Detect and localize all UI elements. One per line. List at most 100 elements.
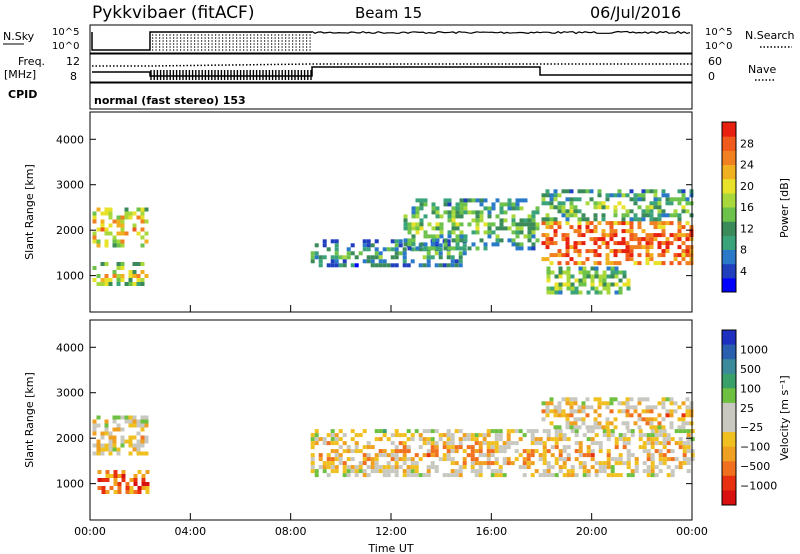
velocity-cell [442,457,447,462]
velocity-cell [690,437,695,442]
velocity-cell [104,423,109,428]
velocity-cell [470,469,475,474]
velocity-cell [322,465,327,470]
velocity-cell [450,457,455,462]
velocity-cell [310,457,315,462]
velocity-cell [618,457,623,462]
power-cell [641,213,646,218]
power-cell [566,278,571,283]
velocity-cell [314,429,319,434]
power-cell [415,206,420,211]
power-cell [626,282,631,287]
velocity-cell [386,473,391,478]
power-cell [593,261,598,266]
velocity-cell [478,445,483,450]
power-cell [633,237,638,242]
velocity-cell [370,465,375,470]
power-cell [108,207,113,212]
velocity-cell [426,469,431,474]
power-cell [629,189,634,194]
power-cell [511,242,516,247]
velocity-cell [582,461,587,466]
power-cell [120,223,125,228]
power-cell [629,197,634,202]
velocity-cell [426,473,431,478]
velocity-cell [498,445,503,450]
power-cell [637,261,642,266]
velocity-cell [128,443,133,448]
power-cell [558,266,563,271]
power-cell [370,243,375,248]
power-cell [136,282,141,286]
velocity-cell [562,445,567,450]
power-cell [124,215,129,220]
velocity-cell [140,427,145,432]
velocity-cell [96,423,101,428]
power-cell [350,243,355,248]
power-cell [621,249,626,254]
velocity-cell [662,453,667,458]
velocity-cell [658,453,663,458]
power-cell [451,206,456,211]
power-cell [602,286,607,291]
power-cell [665,197,670,202]
power-cell [527,214,532,219]
power-cell [322,255,327,260]
velocity-cell [558,437,563,442]
power-cell [434,243,439,248]
velocity-cell [678,437,683,442]
velocity-cell [646,469,651,474]
velocity-cell [478,473,483,478]
power-cell [366,259,371,264]
nsearch-tick-bottom: 10^0 [705,41,732,52]
power-cell [622,282,627,287]
cpid-text: normal (fast stereo) 153 [94,94,246,107]
power-cell [415,246,420,251]
velocity-cell [354,441,359,446]
power-cell [403,238,408,243]
power-cell [96,239,101,244]
velocity-cell [326,465,331,470]
power-cell [673,209,678,214]
power-cell [455,222,460,227]
power-cell [431,210,436,215]
power-cell [491,230,496,235]
velocity-cell [112,427,117,432]
power-cell [601,201,606,206]
velocity-cell [633,405,638,410]
velocity-cell [406,445,411,450]
velocity-cell [133,490,138,494]
power-cell [633,213,638,218]
velocity-cell [542,441,547,446]
velocity-cell [682,457,687,462]
power-cell [565,221,570,226]
velocity-cell [402,441,407,446]
power-cell [621,205,626,210]
velocity-cell [649,417,654,422]
power-cell [435,214,440,219]
power-cell [677,213,682,218]
power-cell [585,249,590,254]
velocity-cell [132,423,137,428]
velocity-cell [530,433,535,438]
velocity-cell [434,469,439,474]
power-cell [657,225,662,230]
velocity-cell [590,441,595,446]
power-cell [550,270,555,275]
velocity-cell [538,453,543,458]
velocity-cell [530,449,535,454]
power-cell [677,229,682,234]
power-cell [439,214,444,219]
power-cell [573,209,578,214]
power-cell [618,290,623,295]
velocity-cell [618,433,623,438]
velocity-cell [112,447,117,452]
velocity-cell [629,405,634,410]
velocity-cell [374,461,379,466]
velocity-cell [490,449,495,454]
velocity-colorbar-tick: 100 [740,382,761,395]
velocity-cell [322,469,327,474]
velocity-cell [406,449,411,454]
